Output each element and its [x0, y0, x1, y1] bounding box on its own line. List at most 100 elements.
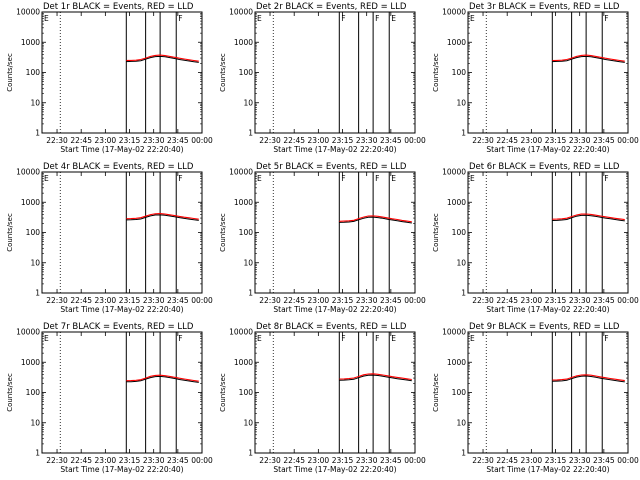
- x-tick-label: 23:00: [521, 456, 543, 465]
- y-tick-label: 10000: [229, 8, 253, 17]
- y-tick-label: 1000: [234, 358, 253, 367]
- x-tick-label: 22:30: [259, 136, 281, 145]
- chart-title: Det 5r BLACK = Events, RED = LLD: [256, 162, 407, 172]
- x-tick-label: 23:00: [521, 136, 543, 145]
- x-tick-label: 22:45: [283, 136, 305, 145]
- flag-marker: E: [44, 174, 49, 183]
- y-tick-label: 10000: [16, 328, 40, 337]
- y-tick-label: 100: [26, 388, 41, 397]
- flag-marker: F: [375, 174, 379, 183]
- x-axis-label: Start Time (17-May-02 22:20:40): [60, 305, 183, 314]
- x-tick-label: 23:15: [545, 296, 567, 305]
- x-tick-label: 22:30: [472, 296, 494, 305]
- y-tick-label: 10: [30, 98, 40, 107]
- y-tick-label: 100: [452, 228, 467, 237]
- y-tick-label: 100: [26, 228, 41, 237]
- y-axis-label: Counts/sec: [6, 213, 14, 252]
- x-tick-label: 00:00: [404, 136, 426, 145]
- series-line-lld: [552, 213, 625, 221]
- series-line-lld: [552, 54, 625, 62]
- x-tick-label: 23:30: [143, 136, 165, 145]
- x-tick-label: 23:00: [308, 136, 330, 145]
- x-tick-label: 00:00: [404, 456, 426, 465]
- y-tick-label: 1000: [21, 38, 40, 47]
- y-tick-label: 100: [239, 68, 254, 77]
- x-tick-label: 22:30: [46, 456, 68, 465]
- y-tick-label: 1: [461, 449, 466, 458]
- series-line-events: [126, 375, 199, 383]
- x-tick-label: 23:15: [119, 296, 141, 305]
- y-tick-label: 1000: [21, 358, 40, 367]
- x-tick-label: 23:45: [380, 136, 402, 145]
- x-tick-label: 00:00: [404, 296, 426, 305]
- x-tick-label: 23:45: [167, 456, 189, 465]
- chart-title: Det 2r BLACK = Events, RED = LLD: [256, 2, 407, 12]
- flag-marker: E: [391, 174, 396, 183]
- x-tick-label: 23:00: [95, 296, 117, 305]
- y-axis-label: Counts/sec: [432, 53, 440, 92]
- flag-marker: E: [391, 334, 396, 343]
- y-tick-label: 1000: [447, 358, 466, 367]
- x-tick-label: 22:30: [46, 136, 68, 145]
- x-tick-label: 00:00: [191, 456, 213, 465]
- chart-panel-6: Det 6r BLACK = Events, RED = LLD E F 1 10 100…: [432, 162, 639, 314]
- y-tick-label: 10: [456, 418, 466, 427]
- series-line-lld: [126, 374, 199, 382]
- chart-title: Det 3r BLACK = Events, RED = LLD: [469, 2, 620, 12]
- y-tick-label: 10000: [442, 168, 466, 177]
- series-line-events: [552, 375, 625, 383]
- chart-panel-9: Det 9r BLACK = Events, RED = LLD E F 1 10 100…: [432, 322, 639, 474]
- flag-marker: E: [470, 334, 475, 343]
- x-tick-label: 23:30: [143, 456, 165, 465]
- y-tick-label: 10: [243, 258, 253, 267]
- flag-marker: E: [257, 14, 262, 23]
- x-tick-label: 23:45: [593, 136, 615, 145]
- chart-title: Det 1r BLACK = Events, RED = LLD: [43, 2, 194, 12]
- x-axis-label: Start Time (17-May-02 22:20:40): [60, 145, 183, 154]
- x-tick-label: 23:00: [95, 456, 117, 465]
- plot-frame: [254, 331, 416, 454]
- x-tick-label: 23:00: [308, 456, 330, 465]
- x-tick-label: 23:15: [332, 296, 354, 305]
- y-axis-label: Counts/sec: [6, 373, 14, 412]
- series-line-lld: [126, 54, 199, 62]
- x-tick-label: 22:45: [283, 456, 305, 465]
- y-tick-label: 10: [30, 258, 40, 267]
- chart-panel-7: Det 7r BLACK = Events, RED = LLD E F 1 10 100…: [6, 322, 213, 474]
- flag-marker: E: [470, 174, 475, 183]
- chart-panel-2: Det 2r BLACK = Events, RED = LLD E F F E 1 10 1…: [219, 2, 426, 154]
- chart-title: Det 9r BLACK = Events, RED = LLD: [469, 322, 620, 332]
- y-tick-label: 1: [35, 129, 40, 138]
- x-tick-label: 22:45: [496, 296, 518, 305]
- series-line-events: [552, 55, 625, 63]
- y-tick-label: 1: [35, 289, 40, 298]
- y-tick-label: 10: [456, 258, 466, 267]
- y-tick-label: 1: [461, 129, 466, 138]
- plot-frame: [41, 331, 203, 454]
- x-tick-label: 23:30: [356, 136, 378, 145]
- series-line-lld: [339, 215, 412, 223]
- y-tick-label: 1000: [447, 198, 466, 207]
- y-tick-label: 1: [248, 449, 253, 458]
- flag-marker: F: [604, 334, 608, 343]
- y-tick-label: 10000: [16, 8, 40, 17]
- flag-marker: E: [44, 334, 49, 343]
- series-line-events: [339, 216, 412, 224]
- x-tick-label: 23:15: [332, 456, 354, 465]
- y-axis-label: Counts/sec: [219, 373, 227, 412]
- x-tick-label: 23:30: [569, 296, 591, 305]
- y-tick-label: 10: [456, 98, 466, 107]
- x-tick-label: 22:45: [70, 296, 92, 305]
- y-tick-label: 100: [26, 68, 41, 77]
- y-tick-label: 1: [248, 129, 253, 138]
- series-line-events: [126, 55, 199, 63]
- flag-marker: E: [391, 14, 396, 23]
- x-tick-label: 00:00: [191, 296, 213, 305]
- series-line-events: [126, 214, 199, 221]
- flag-marker: E: [257, 174, 262, 183]
- y-tick-label: 10000: [442, 328, 466, 337]
- y-axis-label: Counts/sec: [219, 53, 227, 92]
- y-tick-label: 10: [243, 418, 253, 427]
- x-tick-label: 00:00: [191, 136, 213, 145]
- y-tick-label: 1: [248, 289, 253, 298]
